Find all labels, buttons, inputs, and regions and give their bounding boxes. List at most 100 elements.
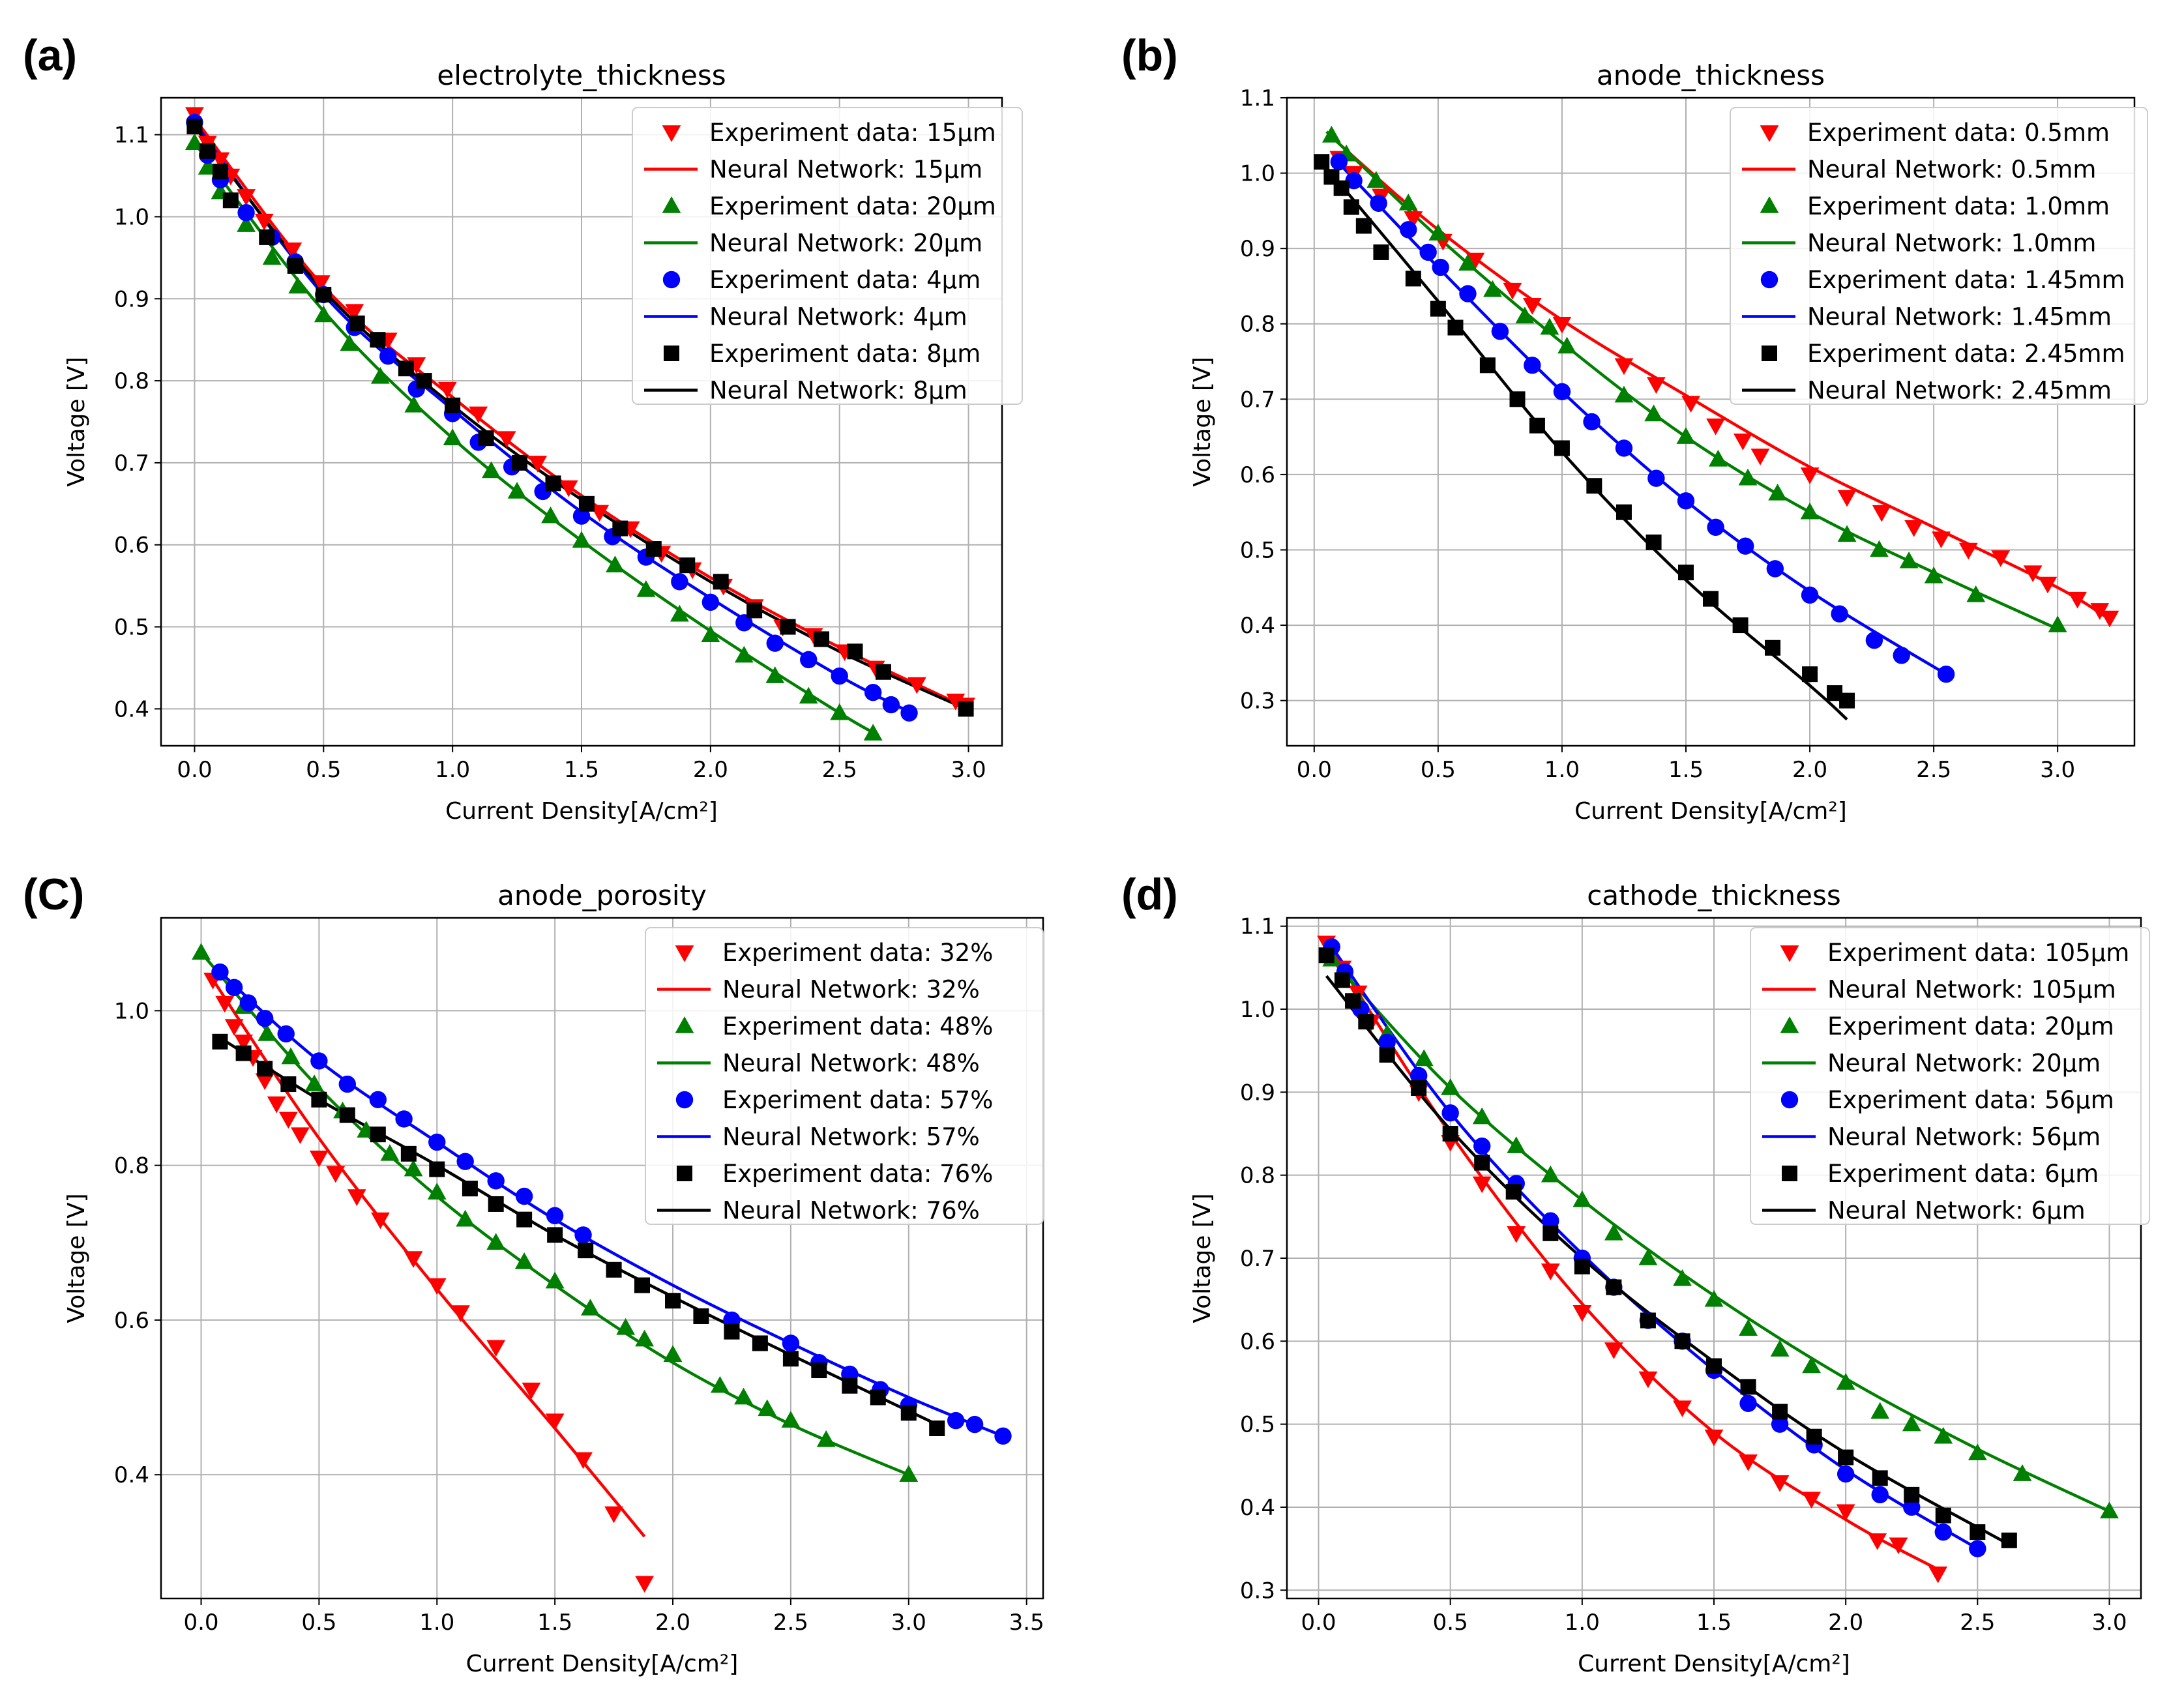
data-point [606, 1261, 622, 1278]
data-point [1638, 1371, 1658, 1389]
data-point [724, 1323, 740, 1340]
data-point [237, 203, 255, 222]
data-point [1644, 404, 1663, 422]
data-point [267, 1096, 286, 1113]
x-tick-label: 2.0 [655, 1610, 690, 1636]
x-tick-label: 1.5 [1696, 1610, 1732, 1636]
data-point [814, 631, 830, 647]
legend-box [645, 927, 1044, 1225]
y-tick-label: 0.3 [1240, 1578, 1275, 1604]
data-point [545, 1271, 565, 1289]
data-point [1373, 244, 1389, 260]
data-point [882, 696, 900, 714]
data-point [287, 258, 303, 274]
y-tick-label: 0.9 [114, 286, 149, 312]
x-tick-label: 0.5 [1433, 1610, 1468, 1636]
legend-label: Experiment data: 57% [722, 1086, 993, 1114]
data-point [1553, 383, 1571, 400]
data-point [2001, 1532, 2017, 1548]
data-point [1540, 317, 1559, 335]
x-tick-label: 2.5 [773, 1610, 808, 1636]
legend: Experiment data: 15µm Neural Network: 15µ… [632, 107, 1023, 405]
data-point [1928, 1567, 1948, 1583]
data-point [347, 1189, 366, 1206]
legend-label: Experiment data: 76% [722, 1160, 993, 1188]
legend-label: Experiment data: 1.45mm [1807, 266, 2125, 294]
data-point [1737, 537, 1754, 555]
data-point [958, 701, 974, 717]
y-tick-label: 0.8 [1240, 1163, 1275, 1189]
data-point [663, 1345, 683, 1362]
data-point [766, 634, 784, 652]
x-tick-label: 0.5 [301, 1610, 336, 1636]
data-point [1765, 640, 1781, 656]
data-point [429, 1161, 445, 1177]
data-point [616, 1318, 636, 1335]
data-point [1802, 1492, 1821, 1509]
data-point [1466, 252, 1485, 270]
data-point [1572, 1190, 1592, 1207]
data-point [1836, 1504, 1855, 1522]
data-point [1740, 1379, 1756, 1395]
data-point [1904, 520, 1924, 537]
data-point [1934, 1523, 1952, 1541]
x-tick-label: 1.0 [1544, 757, 1580, 783]
data-point [1969, 1540, 1986, 1557]
x-tick-label: 0.0 [177, 757, 212, 783]
data-point [811, 1362, 827, 1379]
legend-box [632, 107, 1023, 405]
fit-line-3 [1325, 975, 2010, 1546]
x-tick-label: 1.5 [537, 1610, 572, 1636]
data-point [427, 1278, 447, 1295]
data-point [1904, 1486, 1920, 1503]
legend-label: Neural Network: 1.45mm [1807, 303, 2112, 331]
axes-frame [1286, 96, 2136, 747]
legend-label: Neural Network: 0.5mm [1807, 156, 2096, 184]
legend-label: Experiment data: 1.0mm [1807, 192, 2110, 220]
panel-label: (d) [1121, 870, 1178, 919]
data-point [478, 430, 494, 447]
data-point [1800, 502, 1820, 520]
y-tick-label: 1.0 [114, 204, 149, 230]
data-point [1958, 542, 1978, 560]
data-point [547, 1227, 563, 1243]
data-point [816, 1430, 836, 1447]
data-point [765, 666, 785, 683]
legend-marker [1762, 346, 1777, 361]
data-point [1739, 1394, 1757, 1413]
axes-frame [160, 917, 1044, 1600]
data-point [1673, 1269, 1692, 1286]
data-point [545, 475, 561, 492]
legend-marker [662, 196, 681, 213]
data-point [572, 507, 591, 525]
legend-label: Experiment data: 20µm [1827, 1012, 2114, 1040]
data-point [1458, 254, 1477, 271]
data-point [1583, 413, 1601, 431]
data-point [1865, 631, 1883, 649]
data-point [1772, 1404, 1788, 1420]
data-point [830, 703, 849, 720]
data-point [1871, 1486, 1889, 1504]
data-point [735, 614, 753, 632]
data-point [1459, 285, 1477, 302]
data-point [1902, 1414, 1921, 1432]
data-point [671, 573, 688, 591]
data-point [1614, 385, 1634, 403]
data-point [370, 366, 390, 384]
data-point [800, 651, 818, 669]
data-point [1330, 153, 1348, 171]
legend-marker [675, 945, 694, 962]
data-point [1522, 298, 1542, 315]
data-point [1428, 224, 1448, 241]
data-point [1343, 199, 1359, 215]
y-tick-label: 0.4 [1240, 613, 1275, 639]
data-point [665, 1293, 681, 1309]
data-point [781, 1411, 801, 1428]
data-point [443, 428, 462, 445]
y-tick-label: 0.6 [1240, 1329, 1275, 1355]
data-point [186, 119, 203, 135]
panel-a: (a) electrolyte_thickness 0.0 0.5 1.0 1.5 2.0 2… [23, 31, 1023, 825]
data-point [1616, 504, 1632, 520]
data-point [1703, 591, 1719, 607]
data-point [1924, 567, 1943, 583]
